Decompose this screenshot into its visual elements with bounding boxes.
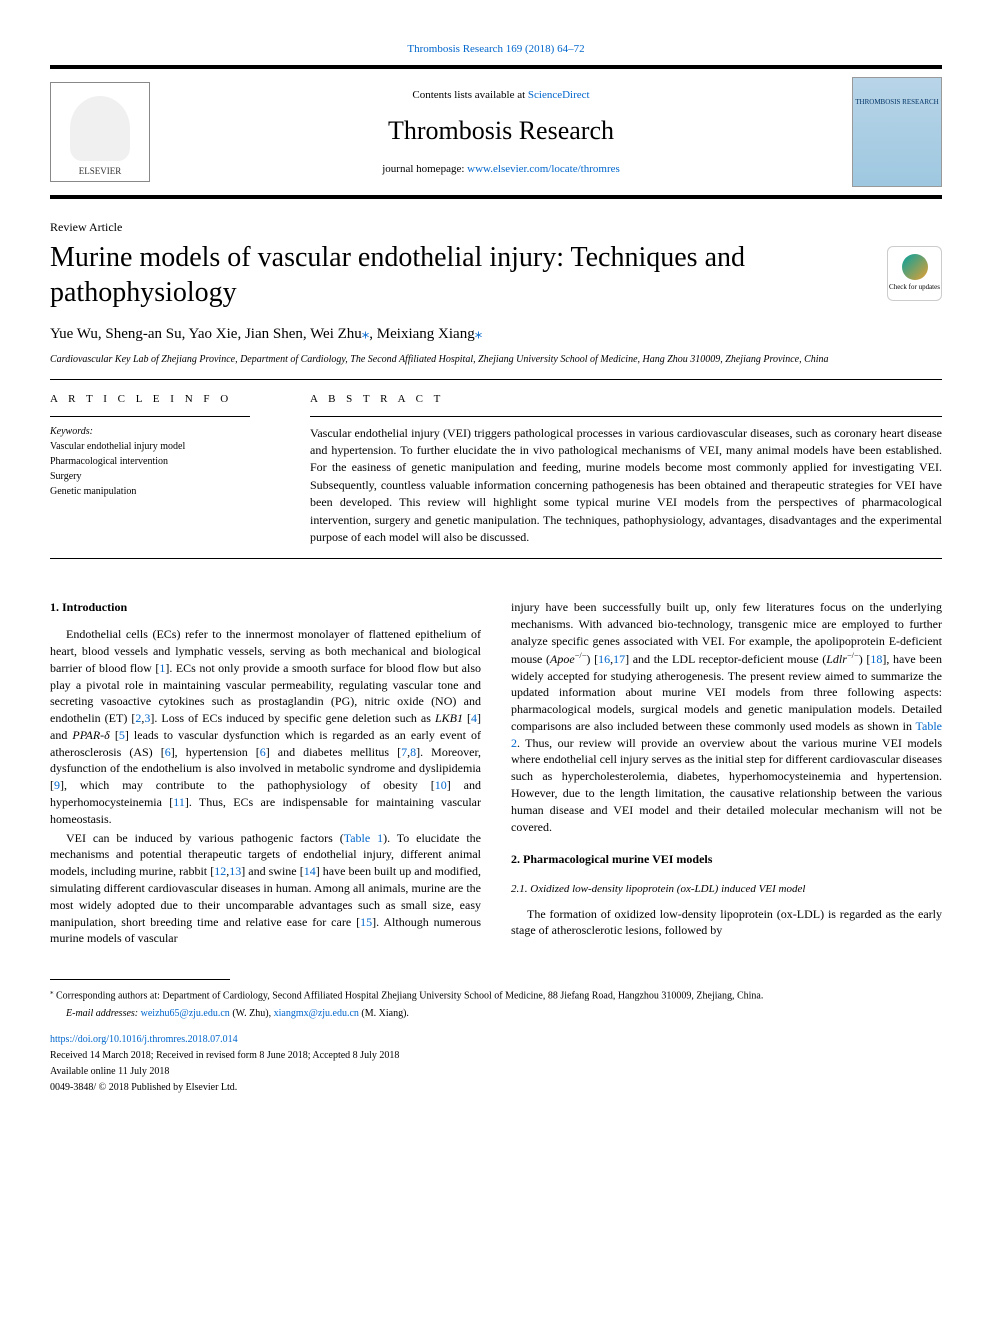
text: ] and swine [ xyxy=(241,864,304,878)
text: ) [ xyxy=(586,652,598,666)
homepage-link[interactable]: www.elsevier.com/locate/thromres xyxy=(467,163,620,175)
ref-link[interactable]: 16 xyxy=(598,652,610,666)
email-link[interactable]: weizhu65@zju.edu.cn xyxy=(141,1008,230,1019)
text: ]. Loss of ECs induced by specific gene … xyxy=(150,711,435,725)
running-header: Thrombosis Research 169 (2018) 64–72 xyxy=(50,40,942,57)
ref-link[interactable]: 15 xyxy=(360,915,372,929)
keywords-label: Keywords: xyxy=(50,425,280,439)
paragraph: VEI can be induced by various pathogenic… xyxy=(50,830,481,948)
ref-link[interactable]: 7 xyxy=(401,745,407,759)
gene-name: PPAR-δ xyxy=(72,728,109,742)
info-heading: A R T I C L E I N F O xyxy=(50,392,280,407)
journal-name: Thrombosis Research xyxy=(170,113,832,149)
updates-label: Check for updates xyxy=(889,283,940,293)
info-divider xyxy=(50,416,250,417)
elsevier-tree-icon xyxy=(70,96,130,161)
title-row: Murine models of vascular endothelial in… xyxy=(50,240,942,310)
email-name: (M. Xiang). xyxy=(359,1008,409,1019)
body-columns: 1. Introduction Endothelial cells (ECs) … xyxy=(50,599,942,949)
email-line: E-mail addresses: weizhu65@zju.edu.cn (W… xyxy=(50,1007,942,1021)
superscript: −/− xyxy=(847,651,859,660)
doi-line: https://doi.org/10.1016/j.thromres.2018.… xyxy=(50,1033,942,1047)
ref-link[interactable]: 12 xyxy=(214,864,226,878)
right-column: injury have been successfully built up, … xyxy=(511,599,942,949)
sciencedirect-link[interactable]: ScienceDirect xyxy=(528,89,590,101)
history-line-2: Available online 11 July 2018 xyxy=(50,1065,942,1079)
ref-link[interactable]: 14 xyxy=(304,864,316,878)
journal-header: ELSEVIER Contents lists available at Sci… xyxy=(50,65,942,199)
footer-divider xyxy=(50,979,230,980)
keyword: Pharmacological intervention xyxy=(50,454,280,469)
cover-title: THROMBOSIS RESEARCH xyxy=(855,98,938,108)
section-heading-intro: 1. Introduction xyxy=(50,599,481,616)
paragraph: injury have been successfully built up, … xyxy=(511,599,942,835)
article-type: Review Article xyxy=(50,219,942,236)
keyword: Surgery xyxy=(50,469,280,484)
running-header-link[interactable]: Thrombosis Research 169 (2018) 64–72 xyxy=(407,43,584,55)
contents-line: Contents lists available at ScienceDirec… xyxy=(170,88,832,103)
divider xyxy=(50,379,942,380)
elsevier-logo: ELSEVIER xyxy=(50,82,150,182)
text: ], which may contribute to the pathophys… xyxy=(60,778,435,792)
homepage-prefix: journal homepage: xyxy=(382,163,467,175)
text: ] and the LDL receptor-deficient mouse ( xyxy=(625,652,826,666)
doi-link[interactable]: https://doi.org/10.1016/j.thromres.2018.… xyxy=(50,1034,238,1045)
gene-name: LKB1 xyxy=(435,711,463,725)
abstract-column: A B S T R A C T Vascular endothelial inj… xyxy=(310,392,942,546)
ref-link[interactable]: 2 xyxy=(135,711,141,725)
authors-text: Yue Wu, Sheng-an Su, Yao Xie, Jian Shen,… xyxy=(50,326,362,342)
ref-link[interactable]: 17 xyxy=(613,652,625,666)
ref-link[interactable]: 11 xyxy=(173,795,185,809)
text: . Thus, our review will provide an overv… xyxy=(511,736,942,834)
article-info: A R T I C L E I N F O Keywords: Vascular… xyxy=(50,392,280,546)
text: [ xyxy=(110,728,119,742)
affiliation: Cardiovascular Key Lab of Zhejiang Provi… xyxy=(50,353,942,367)
check-updates-badge[interactable]: Check for updates xyxy=(887,246,942,301)
gene-name: Apoe xyxy=(550,652,575,666)
email-label: E-mail addresses: xyxy=(66,1008,141,1019)
ref-link[interactable]: 13 xyxy=(229,864,241,878)
article-title: Murine models of vascular endothelial in… xyxy=(50,240,867,310)
keyword: Genetic manipulation xyxy=(50,484,280,499)
contents-prefix: Contents lists available at xyxy=(412,89,527,101)
text: VEI can be induced by various pathogenic… xyxy=(66,831,344,845)
authors-text-2: , Meixiang Xiang xyxy=(369,326,474,342)
paragraph: The formation of oxidized low-density li… xyxy=(511,906,942,940)
journal-cover: THROMBOSIS RESEARCH xyxy=(852,77,942,187)
gene-name: Ldlr xyxy=(826,652,847,666)
author-list: Yue Wu, Sheng-an Su, Yao Xie, Jian Shen,… xyxy=(50,324,942,345)
table-link[interactable]: Table 1 xyxy=(344,831,383,845)
copyright-line: 0049-3848/ © 2018 Published by Elsevier … xyxy=(50,1081,942,1095)
history-line-1: Received 14 March 2018; Received in revi… xyxy=(50,1049,942,1063)
email-name: (W. Zhu), xyxy=(230,1008,274,1019)
section-heading-2: 2. Pharmacological murine VEI models xyxy=(511,851,942,868)
elsevier-label: ELSEVIER xyxy=(79,165,122,178)
paragraph: Endothelial cells (ECs) refer to the inn… xyxy=(50,626,481,828)
corresponding-author: ⁎ Corresponding authors at: Department o… xyxy=(50,988,942,1003)
abstract-divider xyxy=(310,416,942,417)
ref-link[interactable]: 18 xyxy=(870,652,882,666)
corr-marker-2[interactable]: ⁎ xyxy=(475,326,483,342)
superscript: −/− xyxy=(575,651,587,660)
email-link[interactable]: xiangmx@zju.edu.cn xyxy=(274,1008,359,1019)
subsection-heading-21: 2.1. Oxidized low-density lipoprotein (o… xyxy=(511,882,942,897)
text: ], hypertension [ xyxy=(171,745,260,759)
info-abstract-row: A R T I C L E I N F O Keywords: Vascular… xyxy=(50,392,942,546)
keywords-list: Vascular endothelial injury model Pharma… xyxy=(50,439,280,499)
corr-text: Corresponding authors at: Department of … xyxy=(54,991,764,1002)
homepage-line: journal homepage: www.elsevier.com/locat… xyxy=(170,162,832,177)
text: ) [ xyxy=(859,652,871,666)
header-center: Contents lists available at ScienceDirec… xyxy=(150,88,852,177)
divider xyxy=(50,558,942,559)
text: ] and diabetes mellitus [ xyxy=(266,745,401,759)
updates-icon xyxy=(902,254,928,280)
ref-link[interactable]: 10 xyxy=(435,778,447,792)
text: [ xyxy=(463,711,471,725)
keyword: Vascular endothelial injury model xyxy=(50,439,280,454)
abstract-heading: A B S T R A C T xyxy=(310,392,942,407)
abstract-text: Vascular endothelial injury (VEI) trigge… xyxy=(310,425,942,547)
left-column: 1. Introduction Endothelial cells (ECs) … xyxy=(50,599,481,949)
